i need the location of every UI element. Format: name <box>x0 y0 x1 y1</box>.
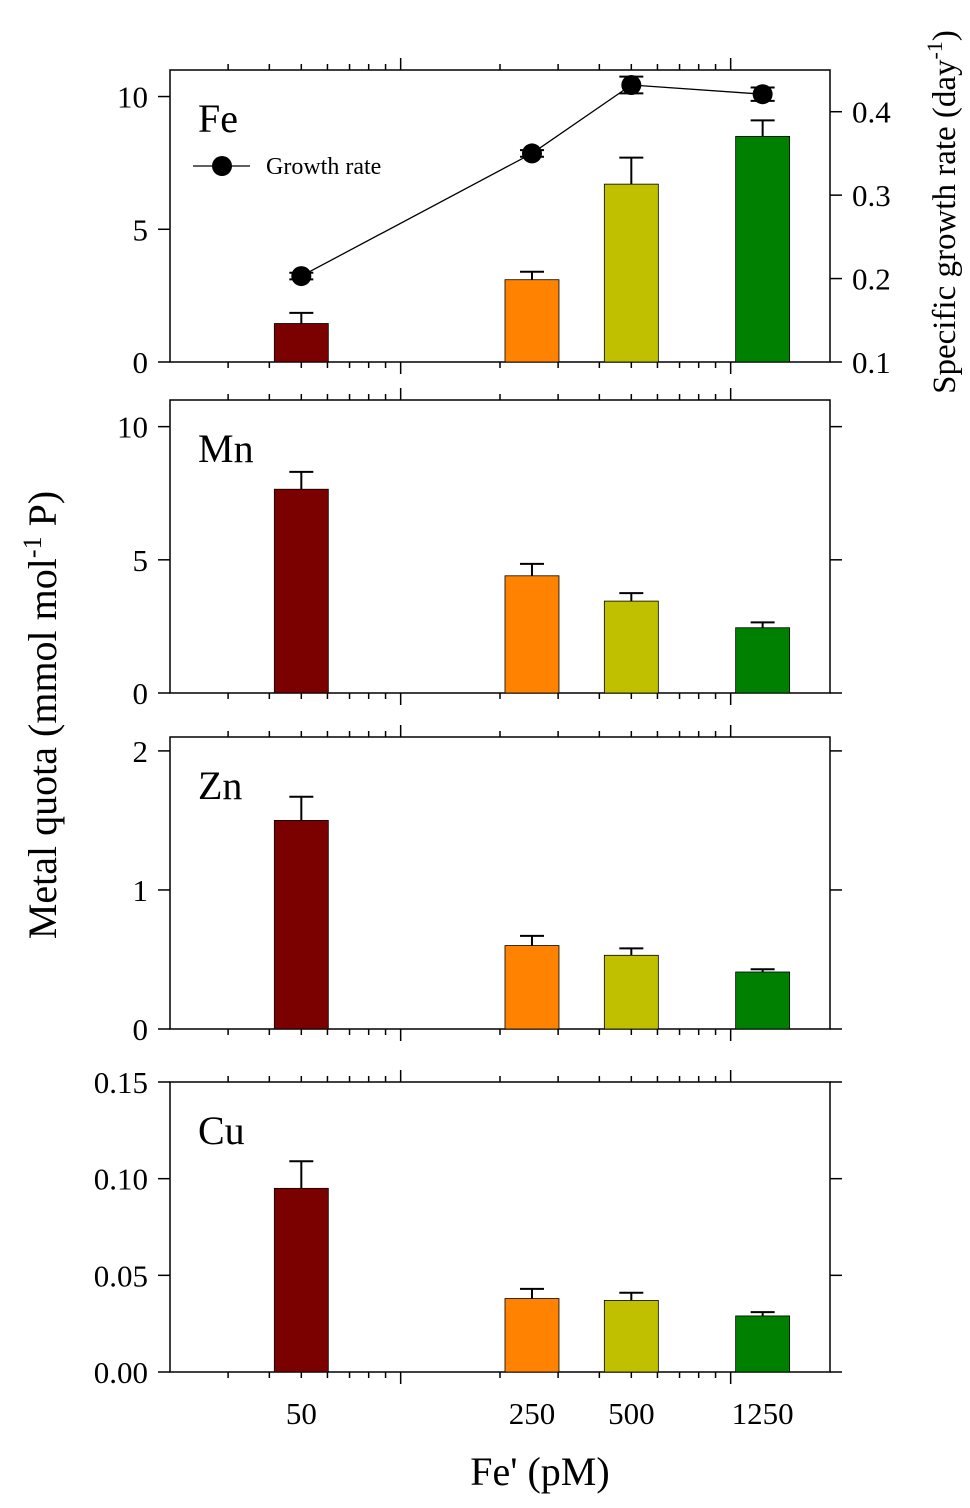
panel-cu: 0.00 0.05 0.10 0.15 Cu <box>94 1065 842 1390</box>
bar-mn-50 <box>273 488 329 694</box>
legend-marker <box>212 156 232 176</box>
growth-rate-legend: Growth rate <box>193 154 381 180</box>
y-axis-title-left-sup: -1 <box>18 536 47 558</box>
plot-frame <box>169 69 831 363</box>
bar-mn-250 <box>504 575 560 694</box>
bar-zn-50 <box>273 820 329 1030</box>
y-axis-title-right-main: Specific growth rate (day <box>927 59 963 394</box>
y-tick-label: 0.00 <box>94 1355 148 1390</box>
panel-label-cu: Cu <box>198 1108 245 1153</box>
bar-mn-1250 <box>735 627 791 694</box>
growth-rate-point-50 <box>291 266 312 287</box>
bar-fe-500 <box>603 183 659 363</box>
y-tick-label: 0 <box>133 676 149 711</box>
legend-label: Growth rate <box>266 154 381 180</box>
bar-cu-500 <box>603 1300 659 1373</box>
bar-zn-250 <box>504 945 560 1030</box>
y-axis-title-right-sup: -1 <box>922 41 947 59</box>
bar-fe-250 <box>504 279 560 363</box>
y-axis-title-right-end: ) <box>927 30 963 41</box>
panel-mn: 0 5 10 Mn <box>117 388 842 711</box>
plot-frame <box>169 1081 831 1373</box>
x-axis-title: Fe' (pM) <box>470 1449 609 1494</box>
y-tick-label: 0.15 <box>94 1065 148 1100</box>
right-y-tick-label: 0.1 <box>852 345 891 380</box>
y-tick-label: 10 <box>117 80 148 115</box>
plot-frame <box>169 399 831 694</box>
bar-zn-1250 <box>735 971 791 1030</box>
y-axis-title-left: Metal quota (mmol mol-1 P) <box>18 491 65 939</box>
growth-rate-point-250 <box>521 143 542 164</box>
y-tick-label: 0 <box>133 345 149 380</box>
x-tick-label-250: 250 <box>509 1396 556 1431</box>
y-axis-title-left-end: P) <box>20 491 65 537</box>
y-tick-label: 0.05 <box>94 1258 148 1293</box>
bar-cu-250 <box>504 1298 560 1373</box>
panel-zn: 0 1 2 Zn <box>133 725 842 1047</box>
bar-fe-1250 <box>735 135 791 363</box>
y-tick-label: 1 <box>133 873 149 908</box>
chart-panels: 0 5 10 Fe 0.1 0.2 0.3 0.4 Growth rate 0 5 10 Mn 0 1 2 Zn… <box>94 58 891 1431</box>
bar-zn-500 <box>603 954 659 1030</box>
x-tick-label-50: 50 <box>286 1396 317 1431</box>
panel-label-zn: Zn <box>198 763 242 808</box>
panel-label-mn: Mn <box>198 426 254 471</box>
bar-mn-500 <box>603 600 659 694</box>
panel-label-fe: Fe <box>198 96 238 141</box>
y-tick-label: 0 <box>133 1012 149 1047</box>
y-tick-label: 5 <box>133 212 149 247</box>
growth-rate-point-500 <box>621 75 642 96</box>
y-tick-label: 0.10 <box>94 1162 148 1197</box>
right-y-tick-label: 0.2 <box>852 262 891 297</box>
growth-rate-point-1250 <box>752 84 773 105</box>
plot-frame <box>169 736 831 1030</box>
growth-rate-line <box>301 84 763 277</box>
x-tick-label-500: 500 <box>608 1396 655 1431</box>
right-y-tick-label: 0.3 <box>852 178 891 213</box>
x-tick-label-1250: 1250 <box>732 1396 794 1431</box>
y-axis-title-right: Specific growth rate (day-1) <box>922 30 963 394</box>
y-tick-label: 2 <box>133 734 149 769</box>
bar-fe-50 <box>273 323 329 363</box>
panel-fe: 0 5 10 Fe 0.1 0.2 0.3 0.4 Growth rate <box>117 58 891 380</box>
y-tick-label: 5 <box>133 543 149 578</box>
right-y-tick-label: 0.4 <box>852 95 891 130</box>
bar-cu-1250 <box>735 1315 791 1373</box>
bar-cu-50 <box>273 1187 329 1373</box>
y-tick-label: 10 <box>117 410 148 445</box>
y-axis-title-left-main: Metal quota (mmol mol <box>20 558 65 939</box>
